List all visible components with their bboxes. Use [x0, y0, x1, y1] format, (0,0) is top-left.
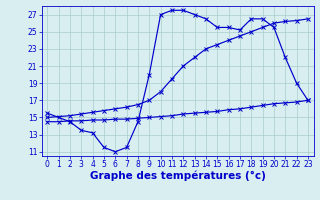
X-axis label: Graphe des températures (°c): Graphe des températures (°c) [90, 171, 266, 181]
